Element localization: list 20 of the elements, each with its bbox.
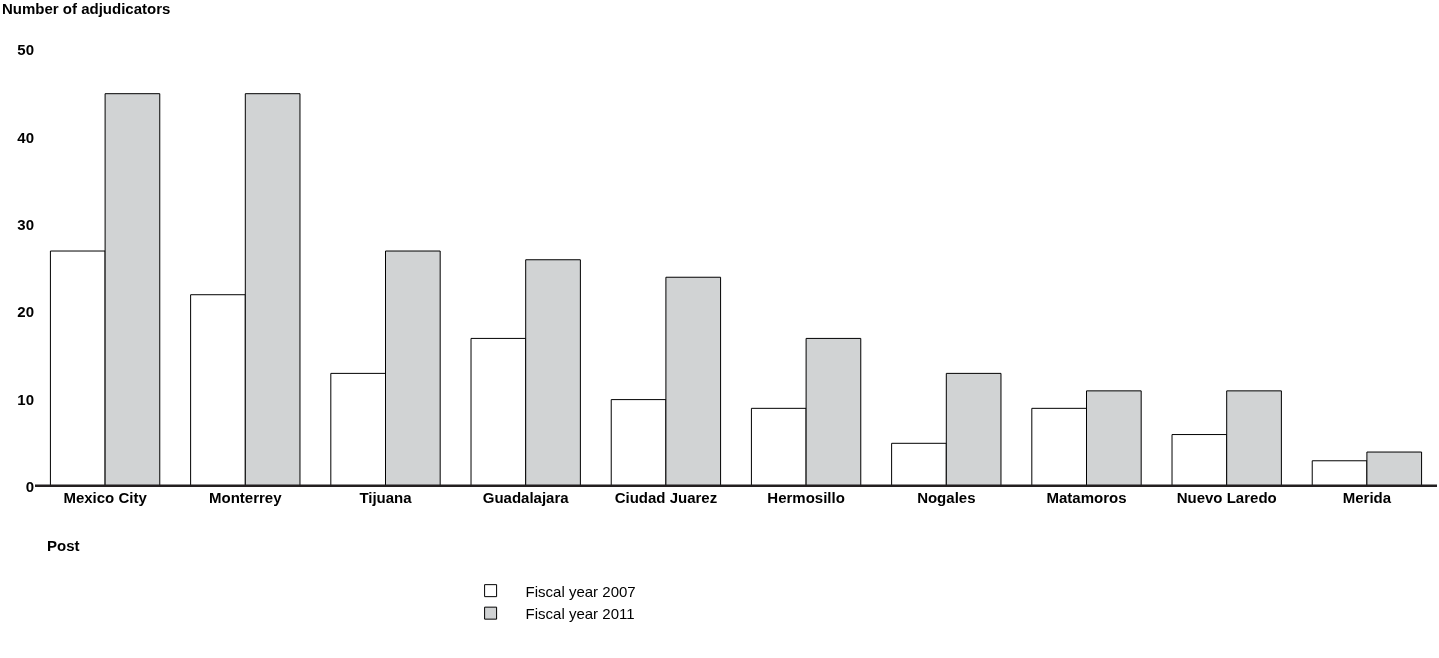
x-tick-label: Guadalajara <box>482 489 570 506</box>
y-tick-label: 0 <box>25 478 34 496</box>
x-tick-label: Matamoros <box>1046 489 1127 506</box>
legend-label: Fiscal year 2011 <box>525 605 635 622</box>
y-tick-label: 40 <box>17 128 34 146</box>
y-tick-label: 50 <box>17 41 34 59</box>
x-tick-label: Nogales <box>917 489 976 506</box>
x-tick-label: Mexico City <box>63 489 148 506</box>
x-axis-title: Post <box>47 537 80 554</box>
y-tick-label: 10 <box>17 390 34 408</box>
x-tick-label: Hermosillo <box>767 489 845 506</box>
y-tick-label: 20 <box>17 303 34 321</box>
x-tick-label: Nuevo Laredo <box>1176 489 1277 506</box>
y-tick-label: 30 <box>17 216 34 234</box>
x-tick-label: Monterrey <box>209 489 283 506</box>
x-tick-label: Merida <box>1342 489 1392 506</box>
x-tick-label: Tijuana <box>359 489 413 506</box>
x-tick-label: Ciudad Juarez <box>614 489 718 506</box>
legend-label: Fiscal year 2007 <box>525 582 636 600</box>
y-axis-title: Number of adjudicators <box>2 0 171 17</box>
